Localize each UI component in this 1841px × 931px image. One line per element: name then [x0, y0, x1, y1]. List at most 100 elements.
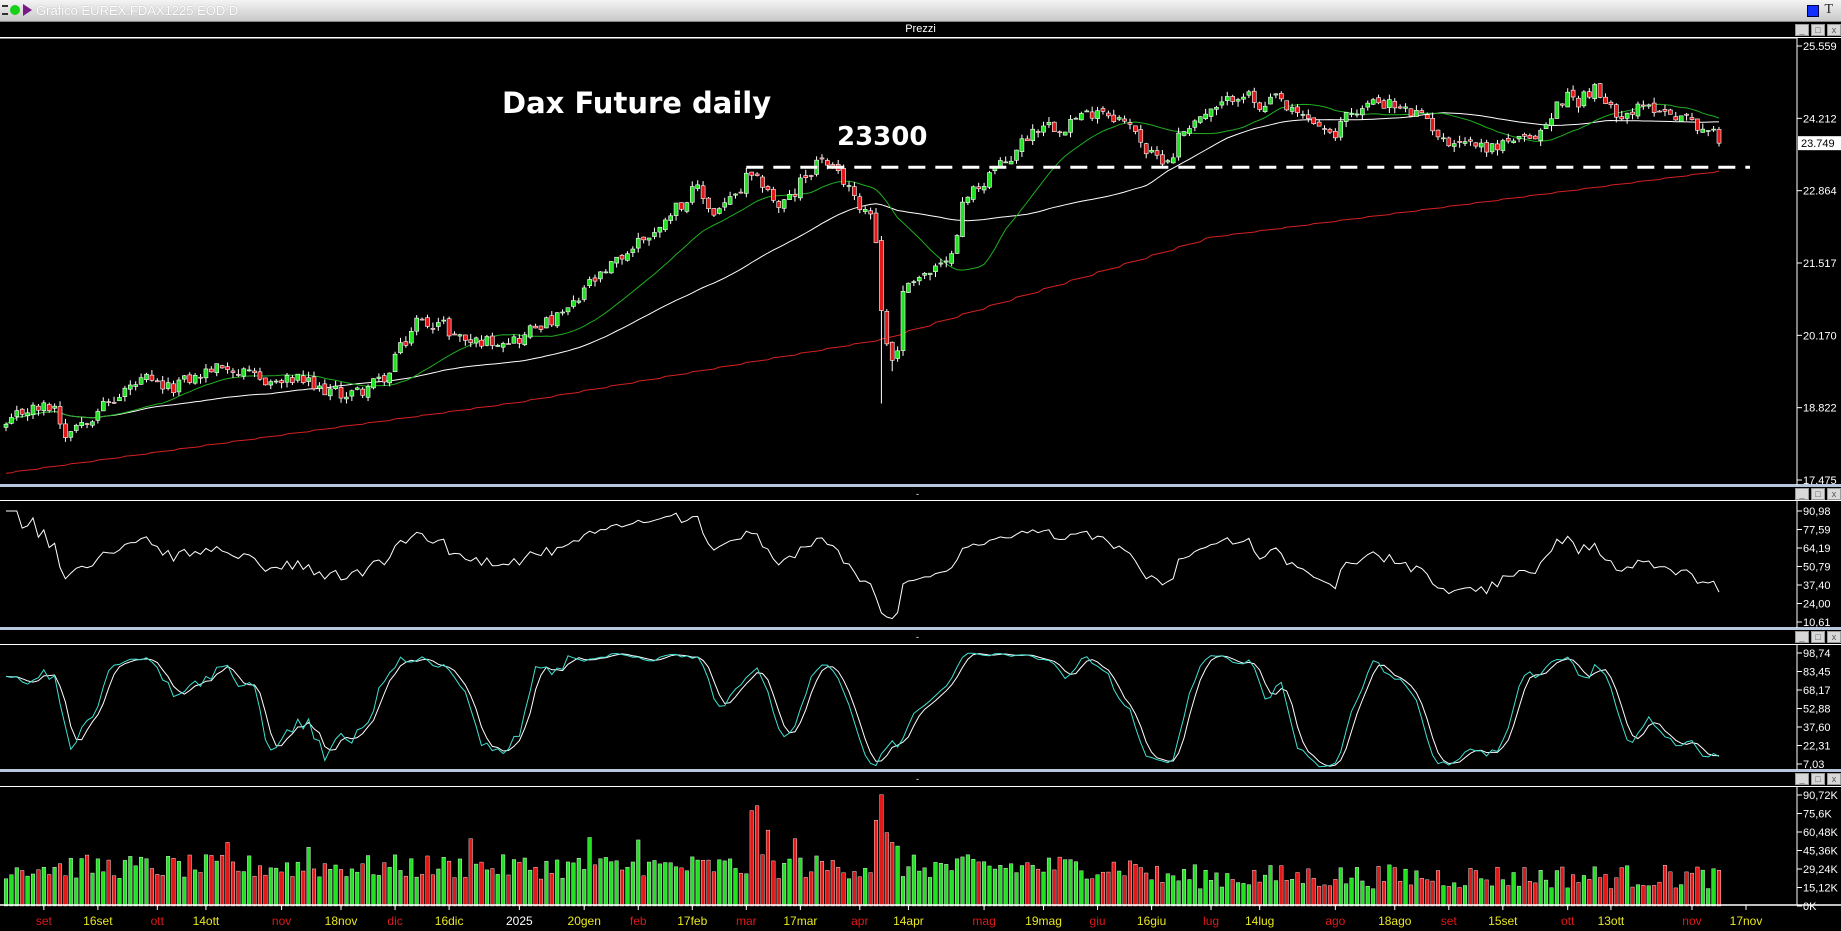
- maximize-button[interactable]: □: [1811, 631, 1825, 643]
- candle: [749, 171, 755, 176]
- volume-bar: [1344, 883, 1349, 907]
- rsi-tick-label: 24,00: [1803, 599, 1831, 611]
- volume-bar: [36, 869, 41, 907]
- candle: [727, 196, 733, 205]
- volume-bar: [1689, 872, 1694, 907]
- volume-bar: [1236, 882, 1241, 907]
- volume-bar: [160, 875, 165, 907]
- volume-bar: [587, 837, 592, 907]
- candle: [1257, 102, 1262, 110]
- volume-bar: [155, 874, 160, 907]
- candle: [846, 185, 852, 187]
- stoch-panel-header: - _ □ x: [0, 627, 1841, 645]
- volume-bar: [1700, 869, 1705, 907]
- candle: [46, 404, 52, 411]
- volume-bar: [771, 860, 776, 907]
- candle: [252, 370, 257, 374]
- candle: [155, 380, 160, 383]
- volume-bar: [1695, 866, 1700, 907]
- volume-bar: [1565, 887, 1570, 907]
- volume-bar: [890, 842, 895, 907]
- volume-bar: [1635, 884, 1640, 907]
- maximize-button[interactable]: □: [1811, 773, 1825, 785]
- panel-collapse-icon[interactable]: -: [916, 632, 919, 642]
- candle: [133, 384, 138, 387]
- volume-bar: [1003, 867, 1008, 907]
- volume-bar: [214, 860, 219, 907]
- time-label: nov: [1682, 914, 1701, 928]
- volume-bar: [1241, 883, 1246, 907]
- minimize-button[interactable]: _: [1795, 773, 1809, 785]
- volume-bar: [41, 867, 46, 907]
- volume-bar: [917, 870, 922, 907]
- text-tool-icon[interactable]: T: [1824, 2, 1833, 17]
- time-label: nov: [272, 914, 291, 928]
- candle: [241, 368, 247, 377]
- volume-tick-label: 0K: [1803, 901, 1817, 913]
- stoch-k-line: [5, 652, 1720, 768]
- candle: [198, 376, 203, 379]
- volume-bar: [511, 859, 516, 907]
- volume-bar: [1495, 866, 1500, 907]
- minimize-button[interactable]: _: [1795, 631, 1809, 643]
- candle: [900, 290, 906, 351]
- candle: [219, 365, 225, 369]
- candle: [1235, 99, 1241, 102]
- minimize-button[interactable]: _: [1795, 23, 1809, 36]
- candle: [1414, 109, 1419, 117]
- volume-bar: [879, 794, 884, 907]
- panel-collapse-icon[interactable]: -: [916, 774, 919, 784]
- candle: [1392, 101, 1398, 109]
- minimize-button[interactable]: _: [1795, 487, 1809, 500]
- candle: [1079, 113, 1084, 121]
- candle: [436, 322, 441, 327]
- volume-bar: [1171, 875, 1176, 907]
- candle: [1116, 117, 1122, 120]
- volume-bar: [609, 861, 614, 907]
- volume-bar: [1657, 881, 1662, 907]
- candle: [760, 176, 765, 188]
- candle: [954, 235, 960, 254]
- time-label: ago: [1325, 914, 1345, 928]
- candle: [976, 186, 981, 190]
- volume-bar: [1036, 868, 1041, 907]
- panel-collapse-icon[interactable]: -: [916, 489, 919, 499]
- volume-bar: [565, 861, 570, 907]
- candle: [1025, 138, 1030, 142]
- candle: [165, 382, 171, 389]
- volume-bar: [841, 872, 846, 907]
- volume-bar: [819, 861, 824, 907]
- candle: [138, 377, 144, 385]
- candle: [544, 317, 549, 329]
- volume-bar: [690, 856, 695, 907]
- volume-bar: [576, 858, 581, 907]
- candle: [127, 384, 133, 390]
- volume-bar: [1473, 870, 1478, 907]
- candle: [203, 368, 209, 379]
- maximize-button[interactable]: □: [1811, 487, 1825, 500]
- maximize-button[interactable]: □: [1811, 23, 1825, 36]
- volume-bar: [284, 862, 289, 907]
- volume-bar: [1376, 866, 1381, 907]
- volume-bar: [1182, 869, 1187, 907]
- close-button[interactable]: x: [1827, 23, 1841, 36]
- candle: [1684, 113, 1689, 116]
- volume-bar: [1646, 885, 1651, 907]
- volume-bar: [614, 860, 619, 907]
- candle: [1111, 114, 1117, 122]
- candle: [1651, 102, 1657, 113]
- volume-bar: [1333, 879, 1338, 907]
- color-square-icon[interactable]: [1807, 5, 1819, 17]
- volume-bar: [1452, 882, 1457, 907]
- candle: [1554, 101, 1560, 119]
- menu-icon[interactable]: [2, 5, 8, 15]
- close-button[interactable]: x: [1827, 773, 1841, 785]
- candle: [295, 373, 301, 381]
- candle: [819, 157, 825, 160]
- candle: [754, 173, 760, 176]
- candle: [1462, 141, 1468, 144]
- play-arrow-icon[interactable]: [23, 4, 32, 16]
- volume-bar: [625, 867, 630, 907]
- candle: [506, 343, 511, 345]
